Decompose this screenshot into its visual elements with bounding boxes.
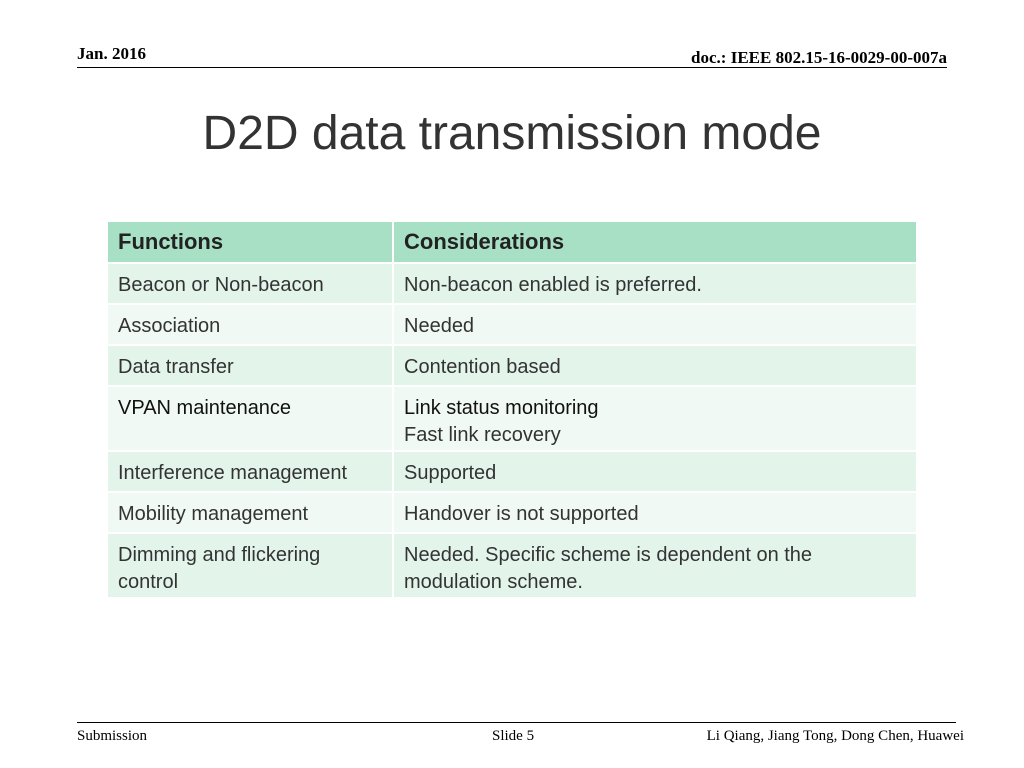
consideration-cell: Supported [392,452,916,493]
function-cell: Interference management [108,452,392,493]
footer-divider [77,722,956,723]
slide-title: D2D data transmission mode [202,107,822,160]
function-cell: Association [108,305,392,346]
footer-authors: Li Qiang, Jiang Tong, Dong Chen, Huawei [706,728,964,744]
table-row: Interference management Supported [108,452,916,493]
functions-table: Functions Considerations Beacon or Non-b… [108,222,916,599]
table-header-row: Functions Considerations [108,222,916,264]
table-row: VPAN maintenance Link status monitoring … [108,387,916,452]
header-divider [77,67,947,68]
table-row: Association Needed [108,305,916,346]
footer-slide-number: Slide 5 [492,728,535,744]
consideration-line: Fast link recovery [404,424,561,446]
consideration-cell: Non-beacon enabled is preferred. [392,264,916,305]
consideration-cell: Needed [392,305,916,346]
function-cell: VPAN maintenance [108,387,392,452]
consideration-cell: Link status monitoring Fast link recover… [392,387,916,452]
table-row: Beacon or Non-beacon Non-beacon enabled … [108,264,916,305]
column-header-functions: Functions [108,222,392,264]
function-cell: Data transfer [108,346,392,387]
function-cell: Dimming and flickering control [108,534,392,599]
consideration-cell: Handover is not supported [392,493,916,534]
consideration-cell: Needed. Specific scheme is dependent on … [392,534,916,599]
column-header-considerations: Considerations [392,222,916,264]
function-cell: Beacon or Non-beacon [108,264,392,305]
consideration-line: Link status monitoring [404,397,599,419]
table-row: Mobility management Handover is not supp… [108,493,916,534]
header-doc-id: doc.: IEEE 802.15-16-0029-00-007a [691,48,947,67]
table-row: Data transfer Contention based [108,346,916,387]
consideration-cell: Contention based [392,346,916,387]
function-cell: Mobility management [108,493,392,534]
header-date: Jan. 2016 [77,44,146,63]
table-row: Dimming and flickering control Needed. S… [108,534,916,599]
footer-submission: Submission [77,728,148,744]
